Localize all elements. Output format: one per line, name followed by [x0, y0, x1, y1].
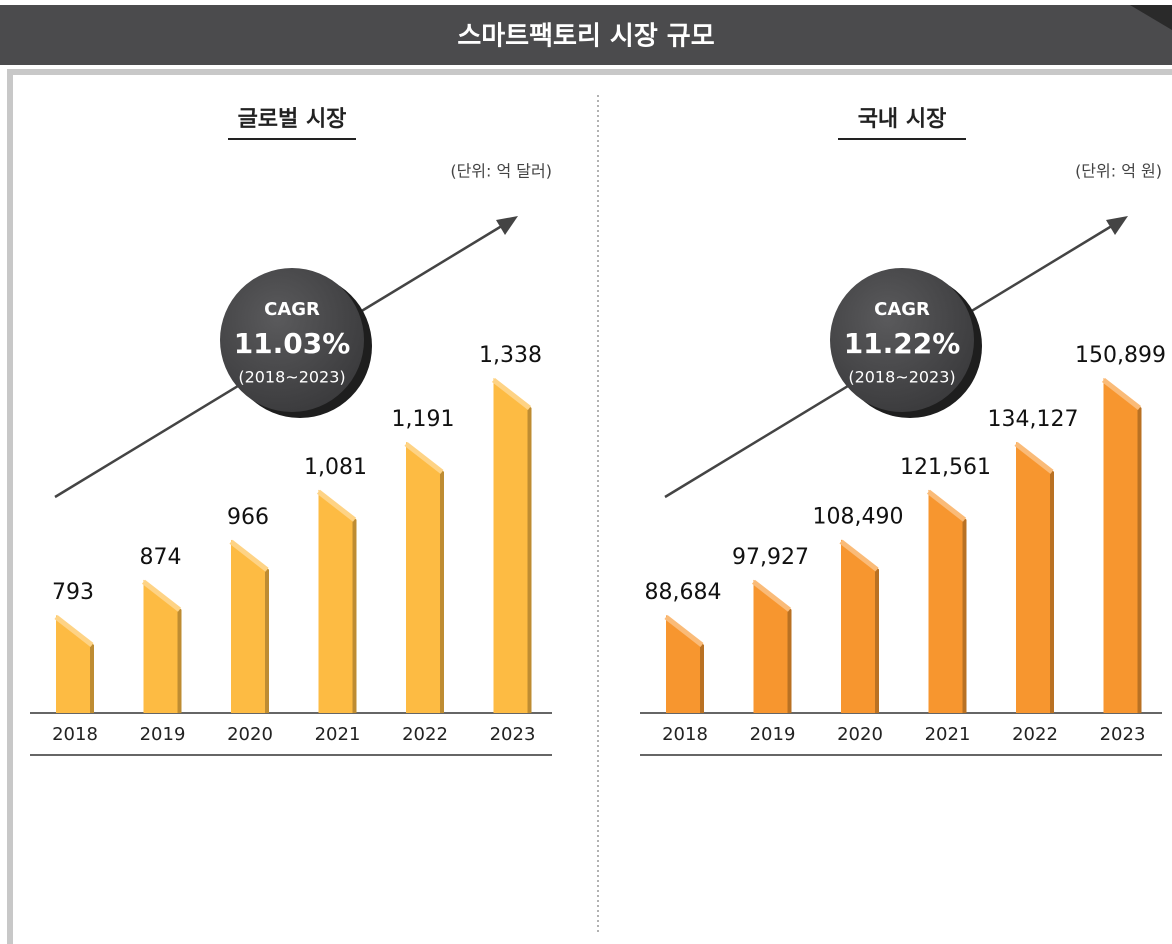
bar: [493, 378, 532, 713]
value-label: 874: [140, 545, 182, 570]
cagr-circle: [220, 268, 364, 412]
bar-edge: [1050, 468, 1054, 713]
chart-title: 글로벌 시장: [238, 107, 347, 132]
frame: [7, 69, 1172, 944]
x-tick-label: 2018: [52, 724, 98, 745]
bar-bevel: [141, 579, 182, 612]
value-label: 88,684: [645, 580, 722, 605]
bar: [1016, 441, 1054, 713]
chart-title: 국내 시장: [858, 107, 947, 132]
cagr-value: 11.03%: [234, 327, 351, 360]
bar: [841, 539, 879, 713]
x-tick-label: 2023: [1100, 724, 1146, 745]
bar-edge: [527, 405, 532, 713]
cagr-label: CAGR: [874, 299, 930, 320]
bar-edge: [352, 516, 357, 713]
x-tick-label: 2023: [490, 724, 536, 745]
bar-bevel: [839, 539, 879, 572]
cagr-value: 11.22%: [844, 327, 961, 360]
bar-bevel: [664, 615, 704, 647]
value-label: 121,561: [900, 455, 991, 480]
page-title: 스마트팩토리 시장 규모: [457, 22, 714, 52]
value-label: 1,081: [304, 455, 367, 480]
value-label: 966: [227, 505, 269, 530]
x-tick-label: 2020: [227, 724, 273, 745]
value-label: 1,191: [392, 407, 455, 432]
value-label: 97,927: [732, 545, 809, 570]
value-label: 150,899: [1075, 343, 1166, 368]
bar: [143, 579, 182, 713]
bar-bevel: [751, 579, 792, 612]
x-tick-label: 2021: [315, 724, 361, 745]
cagr-period: (2018~2023): [238, 368, 345, 387]
bar-edge: [962, 516, 967, 713]
cagr-circle: [830, 268, 974, 412]
value-label: 134,127: [988, 407, 1079, 432]
bar-edge: [700, 642, 704, 713]
value-label: 793: [52, 580, 94, 605]
cagr-period: (2018~2023): [848, 368, 955, 387]
x-tick-label: 2019: [750, 724, 796, 745]
cagr-label: CAGR: [264, 299, 320, 320]
x-tick-label: 2022: [1012, 724, 1058, 745]
x-tick-label: 2022: [402, 724, 448, 745]
value-label: 1,338: [479, 343, 542, 368]
bar-bevel: [1101, 378, 1142, 410]
bar: [231, 539, 269, 713]
header-bar: [0, 5, 1172, 65]
arrow-head: [1106, 216, 1128, 235]
bar-bevel: [404, 441, 444, 474]
bar-edge: [787, 606, 792, 713]
bar: [318, 489, 357, 713]
bar-edge: [440, 468, 444, 713]
bar-bevel: [926, 489, 967, 522]
arrow-head: [496, 216, 518, 235]
bar: [753, 579, 792, 713]
bar: [1103, 378, 1142, 713]
header-corner: [1130, 5, 1172, 30]
bar-bevel: [1014, 441, 1054, 474]
bar-bevel: [491, 378, 532, 410]
bar-edge: [1137, 405, 1142, 713]
unit-label: (단위: 억 원): [1075, 162, 1162, 181]
bar-edge: [875, 566, 879, 713]
unit-label: (단위: 억 달러): [450, 162, 552, 181]
value-label: 108,490: [813, 505, 904, 530]
x-tick-label: 2019: [140, 724, 186, 745]
bar-bevel: [316, 489, 357, 522]
bar-bevel: [54, 615, 94, 647]
x-tick-label: 2021: [925, 724, 971, 745]
x-tick-label: 2018: [662, 724, 708, 745]
x-tick-label: 2020: [837, 724, 883, 745]
bar-bevel: [229, 539, 269, 572]
bar-edge: [177, 606, 182, 713]
bar: [406, 441, 444, 713]
bar-edge: [265, 566, 269, 713]
bar: [928, 489, 967, 713]
bar-edge: [90, 642, 94, 713]
